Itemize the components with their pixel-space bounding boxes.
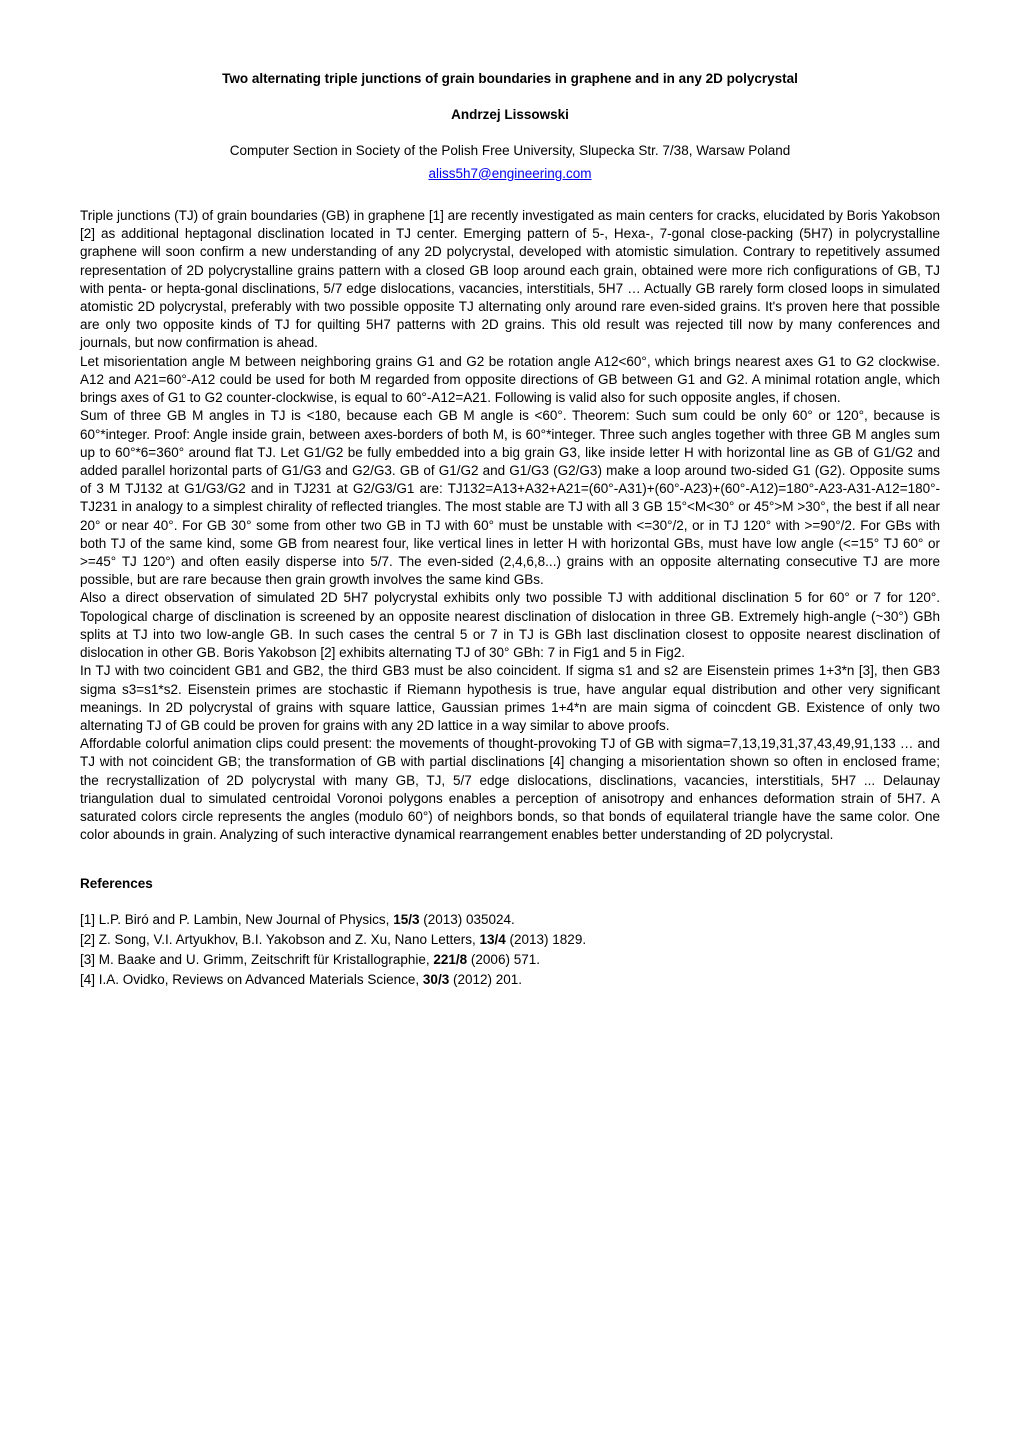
ref-num: [2] [80,932,95,947]
ref-text: L.P. Biró and P. Lambin, New Journal of … [95,912,393,927]
ref-num: [1] [80,912,95,927]
author-name: Andrzej Lissowski [80,106,940,124]
ref-text: M. Baake and U. Grimm, Zeitschrift für K… [95,952,433,967]
references-heading: References [80,875,940,893]
abstract-body: Triple junctions (TJ) of grain boundarie… [80,207,940,845]
email-link[interactable]: aliss5h7@engineering.com [428,166,591,181]
reference-item: [3] M. Baake and U. Grimm, Zeitschrift f… [80,951,940,969]
reference-item: [4] I.A. Ovidko, Reviews on Advanced Mat… [80,971,940,989]
ref-volume: 13/4 [479,932,505,947]
ref-volume: 221/8 [433,952,467,967]
email-line: aliss5h7@engineering.com [80,165,940,183]
ref-tail: (2012) 201. [449,972,522,987]
ref-num: [3] [80,952,95,967]
ref-num: [4] [80,972,95,987]
ref-volume: 15/3 [393,912,419,927]
ref-tail: (2013) 035024. [419,912,514,927]
paper-title: Two alternating triple junctions of grai… [80,70,940,88]
ref-text: I.A. Ovidko, Reviews on Advanced Materia… [95,972,423,987]
references-list: [1] L.P. Biró and P. Lambin, New Journal… [80,911,940,990]
affiliation: Computer Section in Society of the Polis… [80,142,940,160]
ref-volume: 30/3 [423,972,449,987]
ref-text: Z. Song, V.I. Artyukhov, B.I. Yakobson a… [95,932,479,947]
reference-item: [2] Z. Song, V.I. Artyukhov, B.I. Yakobs… [80,931,940,949]
reference-item: [1] L.P. Biró and P. Lambin, New Journal… [80,911,940,929]
ref-tail: (2013) 1829. [506,932,586,947]
ref-tail: (2006) 571. [467,952,540,967]
